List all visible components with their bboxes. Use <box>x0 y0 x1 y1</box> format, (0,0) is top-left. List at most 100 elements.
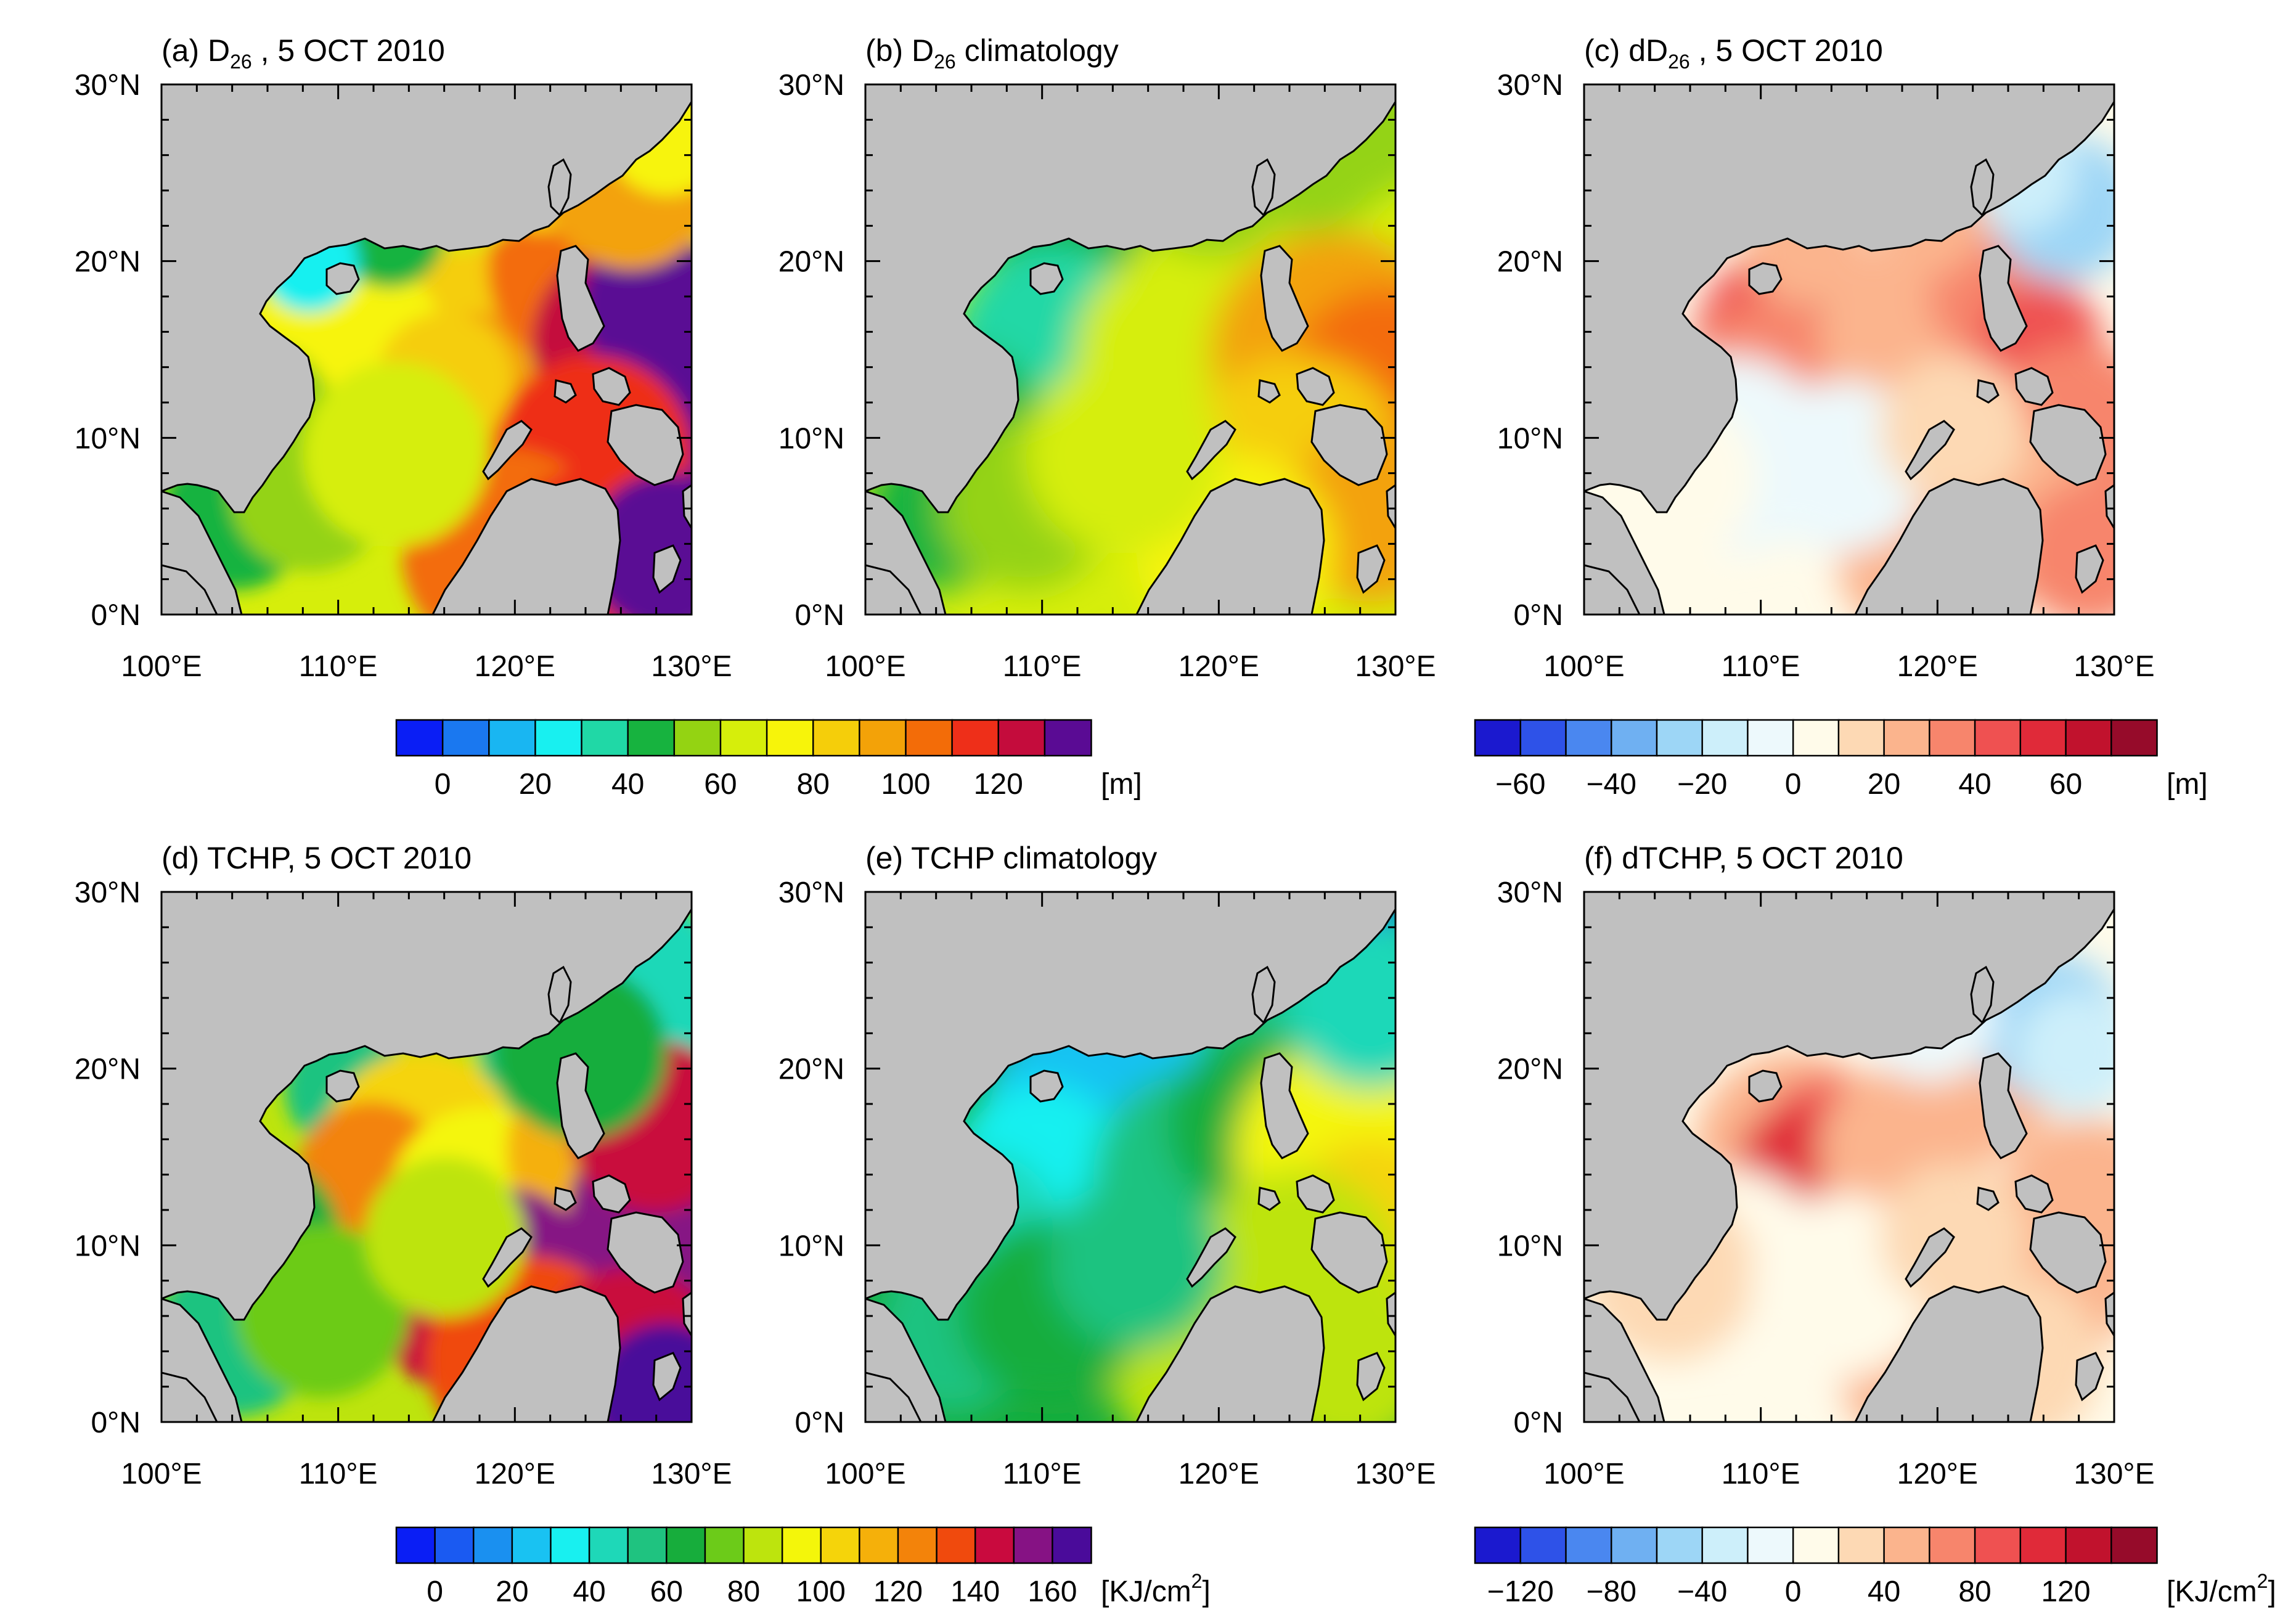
colorbar-dd26-swatch-11 <box>1974 719 2022 757</box>
ytick-label-b-3: 30°N <box>778 69 844 102</box>
xtick-label-b-1: 110°E <box>1003 650 1082 683</box>
colorbar-dd26-swatch-3 <box>1610 719 1658 757</box>
colorbar-dtchp-tick-0: −120 <box>1487 1575 1554 1608</box>
colorbar-tchp-tick-6: 120 <box>873 1575 923 1608</box>
ticks-a <box>160 83 693 616</box>
colorbar-tchp-swatch-12 <box>859 1526 899 1564</box>
colorbar-dtchp-swatch-2 <box>1565 1526 1612 1564</box>
colorbar-d26-tick-1: 20 <box>519 768 552 801</box>
xtick-label-a-3: 130°E <box>651 650 732 683</box>
ytick-label-e-2: 20°N <box>778 1053 844 1086</box>
colorbar-tchp-swatch-9 <box>743 1526 783 1564</box>
colorbar-dtchp-swatch-6 <box>1747 1526 1794 1564</box>
colorbar-dd26-swatch-4 <box>1656 719 1704 757</box>
ticks-b <box>864 83 1397 616</box>
colorbar-tchp-swatch-0 <box>395 1526 436 1564</box>
colorbar-dd26-swatch-13 <box>2065 719 2113 757</box>
xtick-label-d-2: 120°E <box>475 1458 555 1490</box>
field-a <box>161 84 692 615</box>
xtick-label-e-1: 110°E <box>1003 1458 1082 1490</box>
colorbar-dd26-swatch-14 <box>2110 719 2158 757</box>
panel-b: 100°E 110°E 120°E 130°E 0°N 10°N 20°N 30°N (b) D… <box>778 33 1436 683</box>
colorbar-dtchp-swatch-3 <box>1610 1526 1658 1564</box>
ytick-label-f-1: 10°N <box>1497 1230 1563 1262</box>
panel-e: 100°E 110°E 120°E 130°E 0°N 10°N 20°N 30°N (e) T… <box>778 841 1436 1490</box>
ticks-d <box>160 891 693 1423</box>
panel-title-e: (e) TCHP climatology <box>865 841 1157 875</box>
colorbar-dtchp-swatch-1 <box>1519 1526 1567 1564</box>
colorbar-d26-swatch-11 <box>905 719 954 757</box>
field-f-cell-6 <box>2016 991 2114 1114</box>
ytick-label-b-0: 0°N <box>795 599 844 632</box>
xtick-label-f-2: 120°E <box>1897 1458 1978 1490</box>
colorbar-dd26-swatch-2 <box>1565 719 1612 757</box>
ytick-label-f-0: 0°N <box>1513 1407 1563 1439</box>
colorbar-dtchp: −120 −80 −40 0 40 80 120 [KJ/cm2] <box>1474 1526 2276 1608</box>
colorbar-tchp-tick-7: 140 <box>950 1575 1000 1608</box>
colorbar-dd26-swatch-1 <box>1519 719 1567 757</box>
colorbar-d26-swatch-9 <box>812 719 861 757</box>
colorbar-dtchp-tick-4: 40 <box>1868 1575 1900 1608</box>
ytick-label-c-1: 10°N <box>1497 422 1563 455</box>
colorbar-dd26-swatch-9 <box>1883 719 1931 757</box>
xtick-label-d-1: 110°E <box>299 1458 378 1490</box>
colorbar-dd26-unit: [m] <box>2167 768 2208 801</box>
colorbar-tchp-unit: [KJ/cm2] <box>1101 1570 1211 1608</box>
ytick-label-c-3: 30°N <box>1497 69 1563 102</box>
xtick-label-a-0: 100°E <box>121 650 202 683</box>
colorbar-tchp-swatch-16 <box>1013 1526 1054 1564</box>
colorbar-d26: 0 20 40 60 80 100 120 [m] <box>395 719 1142 801</box>
colorbar-d26-tick-6: 120 <box>974 768 1023 801</box>
colorbar-d26-swatch-4 <box>581 719 629 757</box>
colorbar-tchp-swatch-8 <box>704 1526 745 1564</box>
colorbar-d26-swatch-7 <box>719 719 768 757</box>
frame-e <box>864 891 1397 1423</box>
panel-a: 100°E 110°E 120°E 130°E 0°N 10°N 20°N 30°N (a) D… <box>75 33 732 683</box>
ytick-label-d-2: 20°N <box>75 1053 141 1086</box>
ticks-c <box>1583 83 2115 616</box>
xtick-label-e-0: 100°E <box>825 1458 905 1490</box>
colorbar-dd26: −60 −40 −20 0 20 40 60 [m] <box>1474 719 2208 801</box>
ytick-label-b-2: 20°N <box>778 246 844 279</box>
xtick-label-e-3: 130°E <box>1355 1458 1436 1490</box>
frame-b <box>864 83 1397 616</box>
field-b <box>865 84 1395 615</box>
colorbar-dtchp-swatch-5 <box>1701 1526 1749 1564</box>
frame-f <box>1583 891 2115 1423</box>
colorbar-dtchp-tick-3: 0 <box>1785 1575 1802 1608</box>
colorbar-tchp-swatch-3 <box>511 1526 552 1564</box>
ticks-f <box>1583 891 2115 1423</box>
field-c <box>1584 84 2114 615</box>
xtick-label-d-0: 100°E <box>121 1458 202 1490</box>
panel-title-f: (f) dTCHP, 5 OCT 2010 <box>1584 841 1903 875</box>
xtick-label-a-2: 120°E <box>475 650 555 683</box>
colorbar-dtchp-swatch-12 <box>2019 1526 2067 1564</box>
colorbar-d26-swatch-12 <box>951 719 1000 757</box>
colorbar-d26-swatch-0 <box>395 719 444 757</box>
colorbar-d26-swatch-13 <box>997 719 1046 757</box>
colorbar-dd26-swatch-8 <box>1837 719 1885 757</box>
xtick-label-d-3: 130°E <box>651 1458 732 1490</box>
colorbar-d26-swatch-8 <box>766 719 814 757</box>
colorbar-tchp-swatch-14 <box>936 1526 976 1564</box>
xtick-label-f-0: 100°E <box>1543 1458 1624 1490</box>
colorbar-tchp-swatch-1 <box>434 1526 475 1564</box>
colorbar-tchp-tick-2: 40 <box>573 1575 605 1608</box>
colorbar-d26-tick-0: 0 <box>435 768 451 801</box>
colorbar-dtchp-tick-2: −40 <box>1677 1575 1727 1608</box>
ticks-e <box>864 891 1397 1423</box>
ytick-label-d-3: 30°N <box>75 876 141 909</box>
field-d-cell-19 <box>365 1157 525 1317</box>
colorbar-dtchp-tick-6: 120 <box>2041 1575 2090 1608</box>
colorbar-dtchp-tick-5: 80 <box>1958 1575 1991 1608</box>
ytick-label-d-0: 0°N <box>91 1407 141 1439</box>
xtick-label-e-2: 120°E <box>1179 1458 1259 1490</box>
panel-title-d: (d) TCHP, 5 OCT 2010 <box>161 841 472 875</box>
ytick-label-f-3: 30°N <box>1497 876 1563 909</box>
colorbar-tchp-swatch-5 <box>588 1526 629 1564</box>
xtick-label-c-0: 100°E <box>1543 650 1624 683</box>
ytick-label-b-1: 10°N <box>778 422 844 455</box>
panel-d: 100°E 110°E 120°E 130°E 0°N 10°N 20°N 30°N (d) T… <box>75 841 732 1490</box>
field-e <box>865 892 1395 1422</box>
colorbar-d26-swatch-14 <box>1044 719 1092 757</box>
